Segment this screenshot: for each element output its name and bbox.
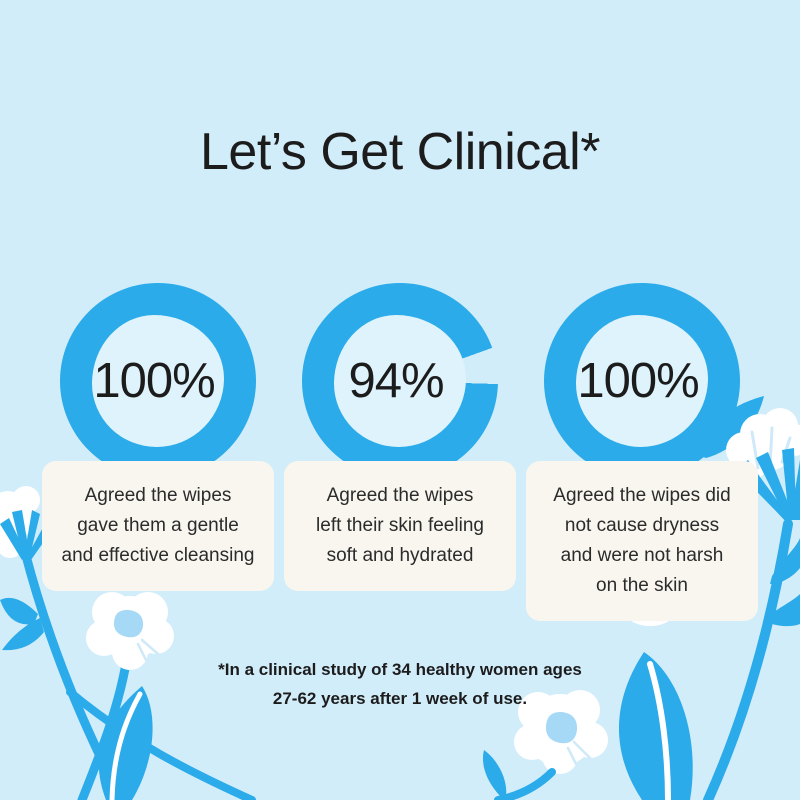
stem — [66, 688, 256, 800]
donut-ring-hole — [92, 315, 224, 447]
stat-description: Agreed the wipes left their skin feeling… — [284, 461, 516, 592]
stat-description: Agreed the wipes gave them a gentle and … — [42, 461, 274, 592]
stats-row: 100% Agreed the wipes gave them a gentle… — [42, 283, 758, 622]
leaf — [766, 538, 800, 627]
page-title: Let’s Get Clinical* — [200, 123, 600, 181]
leaf — [0, 597, 44, 651]
donut-ring-3: 100% — [544, 283, 740, 479]
leaf — [482, 750, 507, 798]
donut-ring-hole — [576, 315, 708, 447]
stat-description: Agreed the wipes did not cause dryness a… — [526, 461, 758, 622]
poppy-flower — [86, 592, 174, 670]
stat-card-2: 94% Agreed the wipes left their skin fee… — [284, 283, 516, 621]
leaf — [618, 652, 693, 800]
donut-ring-hole — [334, 315, 466, 447]
leaf — [98, 686, 153, 800]
stem — [494, 768, 556, 800]
stat-value: 94% — [348, 354, 444, 408]
stat-card-1: 100% Agreed the wipes gave them a gentle… — [42, 283, 274, 621]
donut-ring-1: 100% — [60, 283, 256, 479]
stat-card-3: 100% Agreed the wipes did not cause dryn… — [526, 283, 758, 622]
poppy-flower — [482, 690, 608, 800]
left-flower-illustration — [0, 486, 256, 800]
footnote: *In a clinical study of 34 healthy women… — [218, 660, 582, 708]
stem — [703, 519, 793, 800]
stat-value: 100% — [577, 354, 699, 408]
stat-value: 100% — [93, 354, 215, 408]
donut-ring-2: 94% — [302, 283, 498, 479]
